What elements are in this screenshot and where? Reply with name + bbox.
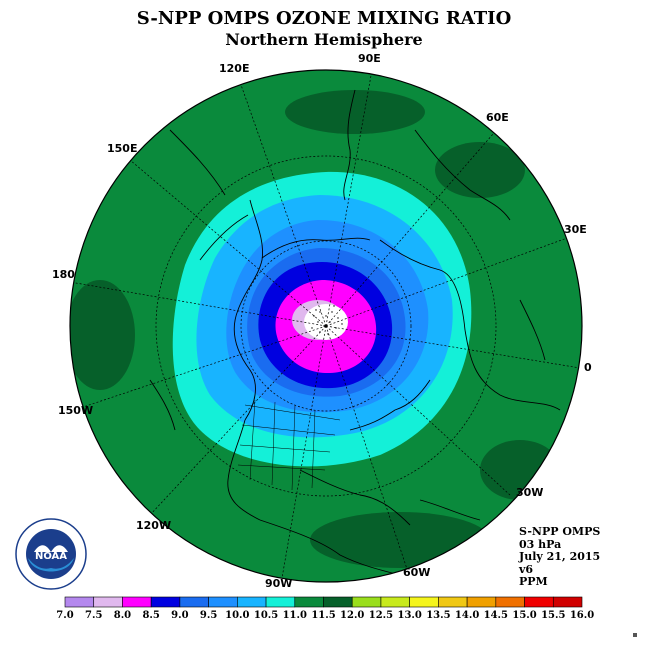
dark-patch-north — [285, 90, 425, 134]
info-instrument: S-NPP OMPS — [519, 525, 601, 538]
corner-mark — [633, 633, 637, 637]
lon-label-150w: 150W — [58, 404, 94, 417]
info-level: 03 hPa — [519, 537, 562, 551]
info-version: v6 — [519, 562, 534, 576]
pole-stipple — [311, 305, 343, 335]
lon-label-30e: 30E — [564, 223, 587, 236]
dark-patch-south — [310, 512, 490, 568]
lon-label-30w: 30W — [516, 486, 544, 499]
lon-label-90w: 90W — [265, 577, 293, 590]
lon-label-90e: 90E — [358, 52, 381, 65]
state-boundaries — [237, 399, 341, 491]
graticule — [70, 70, 581, 579]
info-date: July 21, 2015 — [519, 550, 601, 563]
lon-label-60e: 60E — [486, 111, 509, 124]
logo-text: NOAA — [35, 551, 67, 562]
contour-white — [304, 304, 348, 340]
map-subtitle: Northern Hemisphere — [225, 30, 423, 49]
info-units: PPM — [519, 575, 548, 588]
lon-label-0: 0 — [584, 361, 592, 374]
lon-label-120w: 120W — [136, 519, 172, 532]
coastlines — [149, 89, 561, 576]
lon-label-120e: 120E — [219, 62, 250, 75]
info-block: S-NPP OMPS 03 hPa July 21, 2015 v6 PPM — [519, 525, 601, 589]
map-border — [69, 69, 583, 583]
dark-patch-west — [70, 280, 135, 390]
dark-patch-northeast — [435, 142, 525, 198]
map-title: S-NPP OMPS OZONE MIXING RATIO — [136, 8, 512, 29]
lon-label-150e: 150E — [107, 142, 138, 155]
lon-label-60w: 60W — [403, 566, 431, 579]
lon-label-180: 180 — [52, 268, 75, 281]
noaa-logo: NOAA — [15, 518, 87, 590]
